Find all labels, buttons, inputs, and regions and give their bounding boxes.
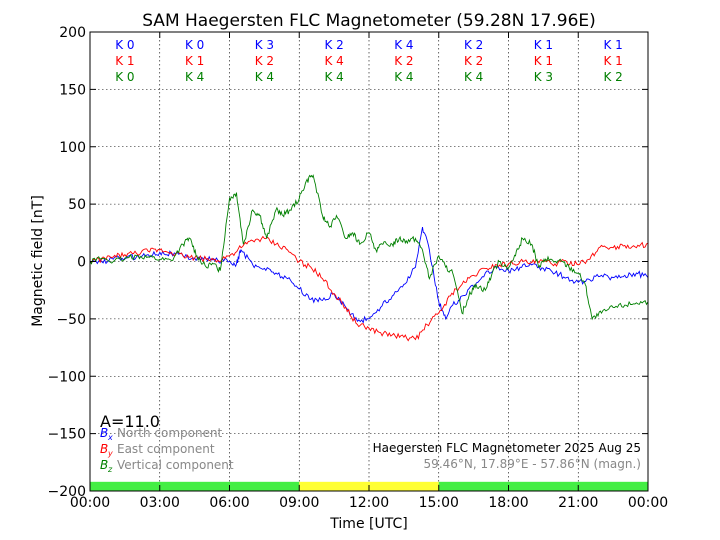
k-index-value: K 0 xyxy=(115,70,134,84)
legend-label: East component xyxy=(117,442,215,456)
y-tick-label: −50 xyxy=(56,312,86,328)
k-index-table: K 0 K 0 K 3 K 2 K 4 K 2 K 1 K 1 K 1 K 1 K 2 K 4 K 2 K… xyxy=(115,38,623,84)
x-tick-label: 00:00 xyxy=(628,495,668,511)
series-line-y xyxy=(89,235,649,342)
y-tick-label: 50 xyxy=(68,197,86,213)
legend-symbol: B xyxy=(100,442,108,456)
k-index-value: K 1 xyxy=(603,54,622,68)
k-index-value: K 0 xyxy=(115,38,134,52)
y-axis-ticks: −200 −150 −100 −50 0 50 100 150 200 xyxy=(48,25,648,500)
series-line-x xyxy=(89,227,649,324)
k-index-value: K 4 xyxy=(324,54,343,68)
y-tick-label: 0 xyxy=(77,255,86,271)
k-index-value: K 2 xyxy=(603,70,622,84)
y-tick-label: −200 xyxy=(48,484,86,500)
legend-subscript: x xyxy=(107,433,113,442)
k-index-value: K 4 xyxy=(185,70,204,84)
legend-subscript: z xyxy=(107,465,113,474)
k-index-value: K 1 xyxy=(534,54,553,68)
k-index-value: K 4 xyxy=(394,38,413,52)
k-index-value: K 2 xyxy=(464,54,483,68)
y-tick-label: 200 xyxy=(59,25,86,41)
y-tick-label: −150 xyxy=(48,427,86,443)
series-lines xyxy=(89,174,649,342)
k-index-value: K 3 xyxy=(255,38,274,52)
y-axis-label: Magnetic field [nT] xyxy=(30,195,46,327)
series-line-z xyxy=(89,174,649,321)
x-axis-ticks: 00:00 03:00 06:00 09:00 12:00 15:00 18:00 21:00… xyxy=(70,32,668,511)
k-index-value: K 4 xyxy=(324,70,343,84)
legend-subscript: y xyxy=(107,449,113,458)
k-index-value: K 1 xyxy=(115,54,134,68)
k-index-value: K 3 xyxy=(534,70,553,84)
chart-title: SAM Haegersten FLC Magnetometer (59.28N … xyxy=(142,11,596,31)
info-line-1: Haegersten FLC Magnetometer 2025 Aug 25 xyxy=(373,441,641,455)
info-line-2: 59.46°N, 17.89°E - 57.86°N (magn.) xyxy=(424,457,641,471)
x-tick-label: 15:00 xyxy=(419,495,459,511)
y-tick-label: −100 xyxy=(48,369,86,385)
k-index-value: K 2 xyxy=(324,38,343,52)
x-axis-label: Time [UTC] xyxy=(329,516,407,532)
k-index-value: K 0 xyxy=(185,38,204,52)
k-index-value: K 4 xyxy=(394,70,413,84)
status-bar-segment xyxy=(438,481,648,491)
x-tick-label: 06:00 xyxy=(209,495,249,511)
legend-symbol: B xyxy=(100,426,108,440)
k-index-value: K 2 xyxy=(255,54,274,68)
x-tick-label: 21:00 xyxy=(558,495,598,511)
k-index-value: K 4 xyxy=(464,70,483,84)
y-tick-label: 150 xyxy=(59,82,86,98)
x-tick-label: 09:00 xyxy=(279,495,319,511)
status-bar-segment xyxy=(90,481,300,491)
k-index-value: K 2 xyxy=(394,54,413,68)
legend-symbol: B xyxy=(100,458,108,472)
y-tick-label: 100 xyxy=(59,140,86,156)
k-index-value: K 1 xyxy=(534,38,553,52)
k-index-value: K 4 xyxy=(255,70,274,84)
a-index: A=11.0 xyxy=(100,412,160,431)
x-tick-label: 00:00 xyxy=(70,495,110,511)
legend-label: Vertical component xyxy=(117,458,234,472)
legend-label: North component xyxy=(117,426,223,440)
x-tick-label: 12:00 xyxy=(349,495,389,511)
k-index-value: K 2 xyxy=(464,38,483,52)
k-index-value: K 1 xyxy=(603,38,622,52)
k-index-value: K 1 xyxy=(185,54,204,68)
x-tick-label: 18:00 xyxy=(488,495,528,511)
x-tick-label: 03:00 xyxy=(140,495,180,511)
